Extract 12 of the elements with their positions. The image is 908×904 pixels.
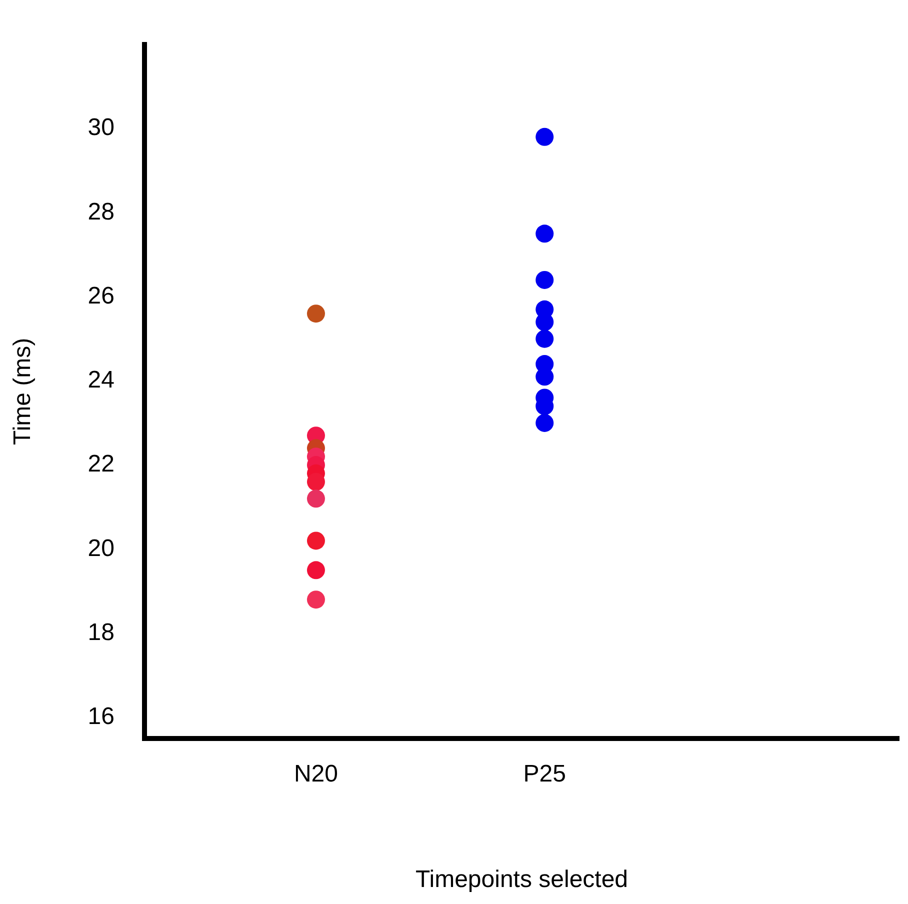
y-tick-label: 20 [88, 534, 114, 562]
x-tick-label: N20 [294, 760, 338, 788]
y-tick-label: 30 [88, 114, 114, 142]
y-tick-label: 16 [88, 702, 114, 730]
y-tick-label: 24 [88, 366, 114, 394]
y-tick-label: 28 [88, 198, 114, 226]
x-axis-title: Timepoints selected [415, 866, 628, 894]
y-axis-title: Time (ms) [9, 338, 36, 445]
y-tick-label: 18 [88, 618, 114, 646]
y-tick-label: 26 [88, 282, 114, 310]
x-tick-label: P25 [523, 760, 566, 788]
y-tick-label: 22 [88, 450, 114, 478]
